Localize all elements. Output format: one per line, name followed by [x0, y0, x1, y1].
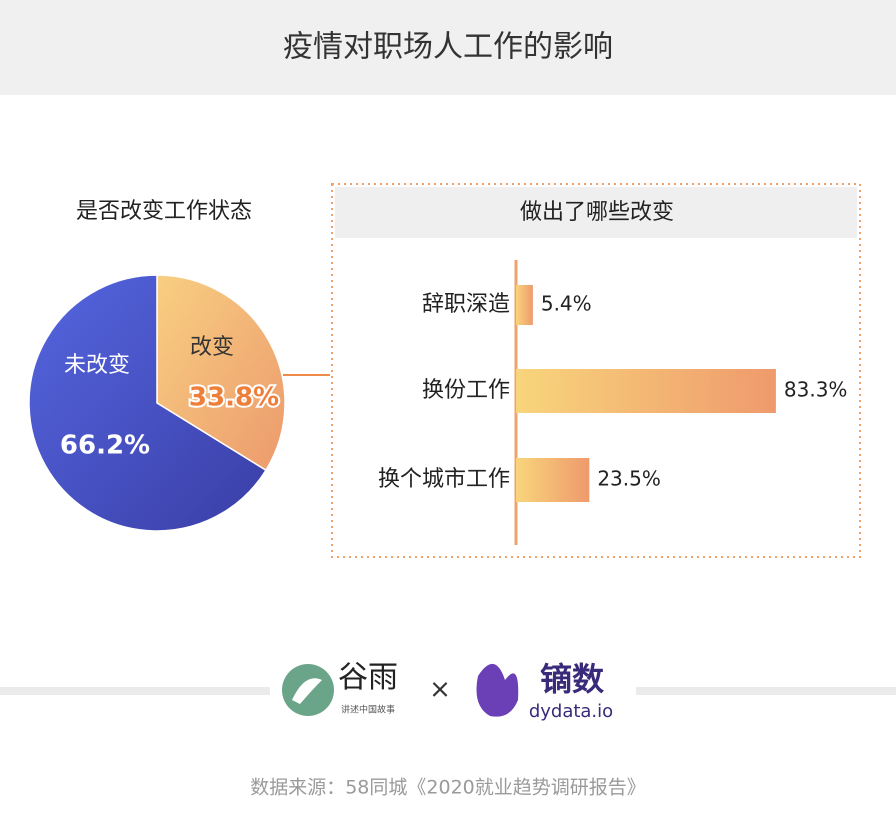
bar [516, 369, 776, 413]
bar [516, 285, 533, 325]
separator: × [429, 675, 451, 705]
pie-title: 是否改变工作状态 [76, 199, 252, 224]
bar-category-label: 辞职深造 [422, 292, 510, 317]
guyu-icon-bird [292, 678, 322, 704]
bar-value-label: 5.4% [541, 292, 592, 316]
bar-title: 做出了哪些改变 [520, 200, 674, 225]
guyu-tagline: 讲述中国故事 [341, 704, 395, 716]
bar-value-label: 23.5% [597, 467, 661, 491]
dydata-icon [476, 663, 519, 717]
pie-value-label: 33.8% [189, 383, 279, 413]
logos: 谷雨 讲述中国故事 × 镝数 dydata.io [0, 660, 896, 722]
pie-slice [28, 274, 267, 532]
title-band [0, 0, 896, 95]
pie-value-label: 66.2% [60, 431, 150, 461]
pie-slice [156, 274, 286, 472]
bar-panel [331, 183, 861, 558]
bar-panel-header [335, 187, 857, 238]
bar [516, 458, 590, 502]
source: 数据来源：58同城《2020就业趋势调研报告》 [250, 777, 646, 799]
pie-category-label: 改变 [190, 335, 234, 360]
guyu-name: 谷雨 [338, 661, 398, 694]
bar-category-label: 换个城市工作 [378, 467, 510, 492]
bar-category-label: 换份工作 [422, 378, 510, 403]
dydata-site: dydata.io [529, 701, 613, 722]
dydata-name: 镝数 [540, 660, 605, 698]
bar-value-label: 83.3% [784, 378, 848, 402]
pie-category-label: 未改变 [64, 353, 130, 378]
title: 疫情对职场人工作的影响 [283, 30, 613, 65]
